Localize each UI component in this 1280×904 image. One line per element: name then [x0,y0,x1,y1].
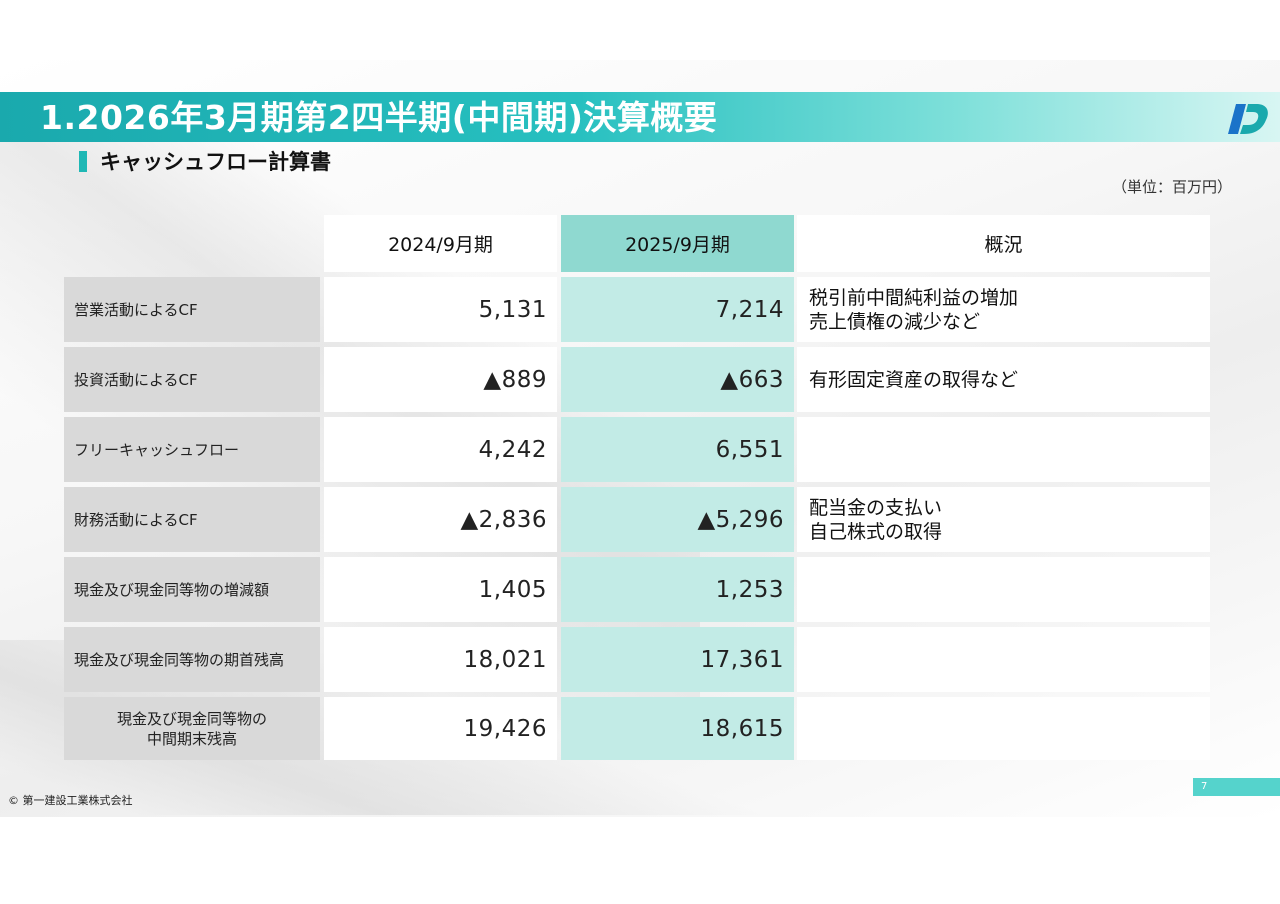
value-2025: 17,361 [561,627,794,692]
value-2024: 5,131 [324,277,557,342]
unit-label: （単位：百万円） [1111,178,1232,196]
overview-note: 税引前中間純利益の増加 売上債権の減少など [797,277,1210,342]
page-number-box [1193,778,1280,796]
value-2024: 18,021 [324,627,557,692]
value-2024: 19,426 [324,697,557,760]
value-2025: ▲663 [561,347,794,412]
column-header-2024: 2024/9月期 [324,215,557,272]
subtitle-marker [79,151,87,172]
overview-note: 配当金の支払い 自己株式の取得 [797,487,1210,552]
overview-note [797,417,1210,482]
column-header-overview: 概況 [797,215,1210,272]
page-title: 1.2026年3月期第2四半期(中間期)決算概要 [40,98,718,137]
row-label: 財務活動によるCF [64,487,320,552]
row-label: 現金及び現金同等物の期首残高 [64,627,320,692]
section-subtitle: キャッシュフロー計算書 [100,150,331,174]
value-2025: 6,551 [561,417,794,482]
page-number: 7 [1201,781,1208,792]
overview-note [797,697,1210,760]
value-2025: 18,615 [561,697,794,760]
company-logo-icon [1228,104,1268,134]
overview-note [797,627,1210,692]
row-label: 現金及び現金同等物の増減額 [64,557,320,622]
row-label: 現金及び現金同等物の 中間期末残高 [64,697,320,760]
value-2025: 7,214 [561,277,794,342]
value-2025: 1,253 [561,557,794,622]
column-header-2025: 2025/9月期 [561,215,794,272]
title-bar [0,92,1280,142]
overview-note: 有形固定資産の取得など [797,347,1210,412]
value-2025: ▲5,296 [561,487,794,552]
row-label: 投資活動によるCF [64,347,320,412]
value-2024: ▲2,836 [324,487,557,552]
value-2024: ▲889 [324,347,557,412]
overview-note [797,557,1210,622]
copyright-text: © 第一建設工業株式会社 [8,794,133,807]
row-label: 営業活動によるCF [64,277,320,342]
value-2024: 4,242 [324,417,557,482]
row-label: フリーキャッシュフロー [64,417,320,482]
value-2024: 1,405 [324,557,557,622]
